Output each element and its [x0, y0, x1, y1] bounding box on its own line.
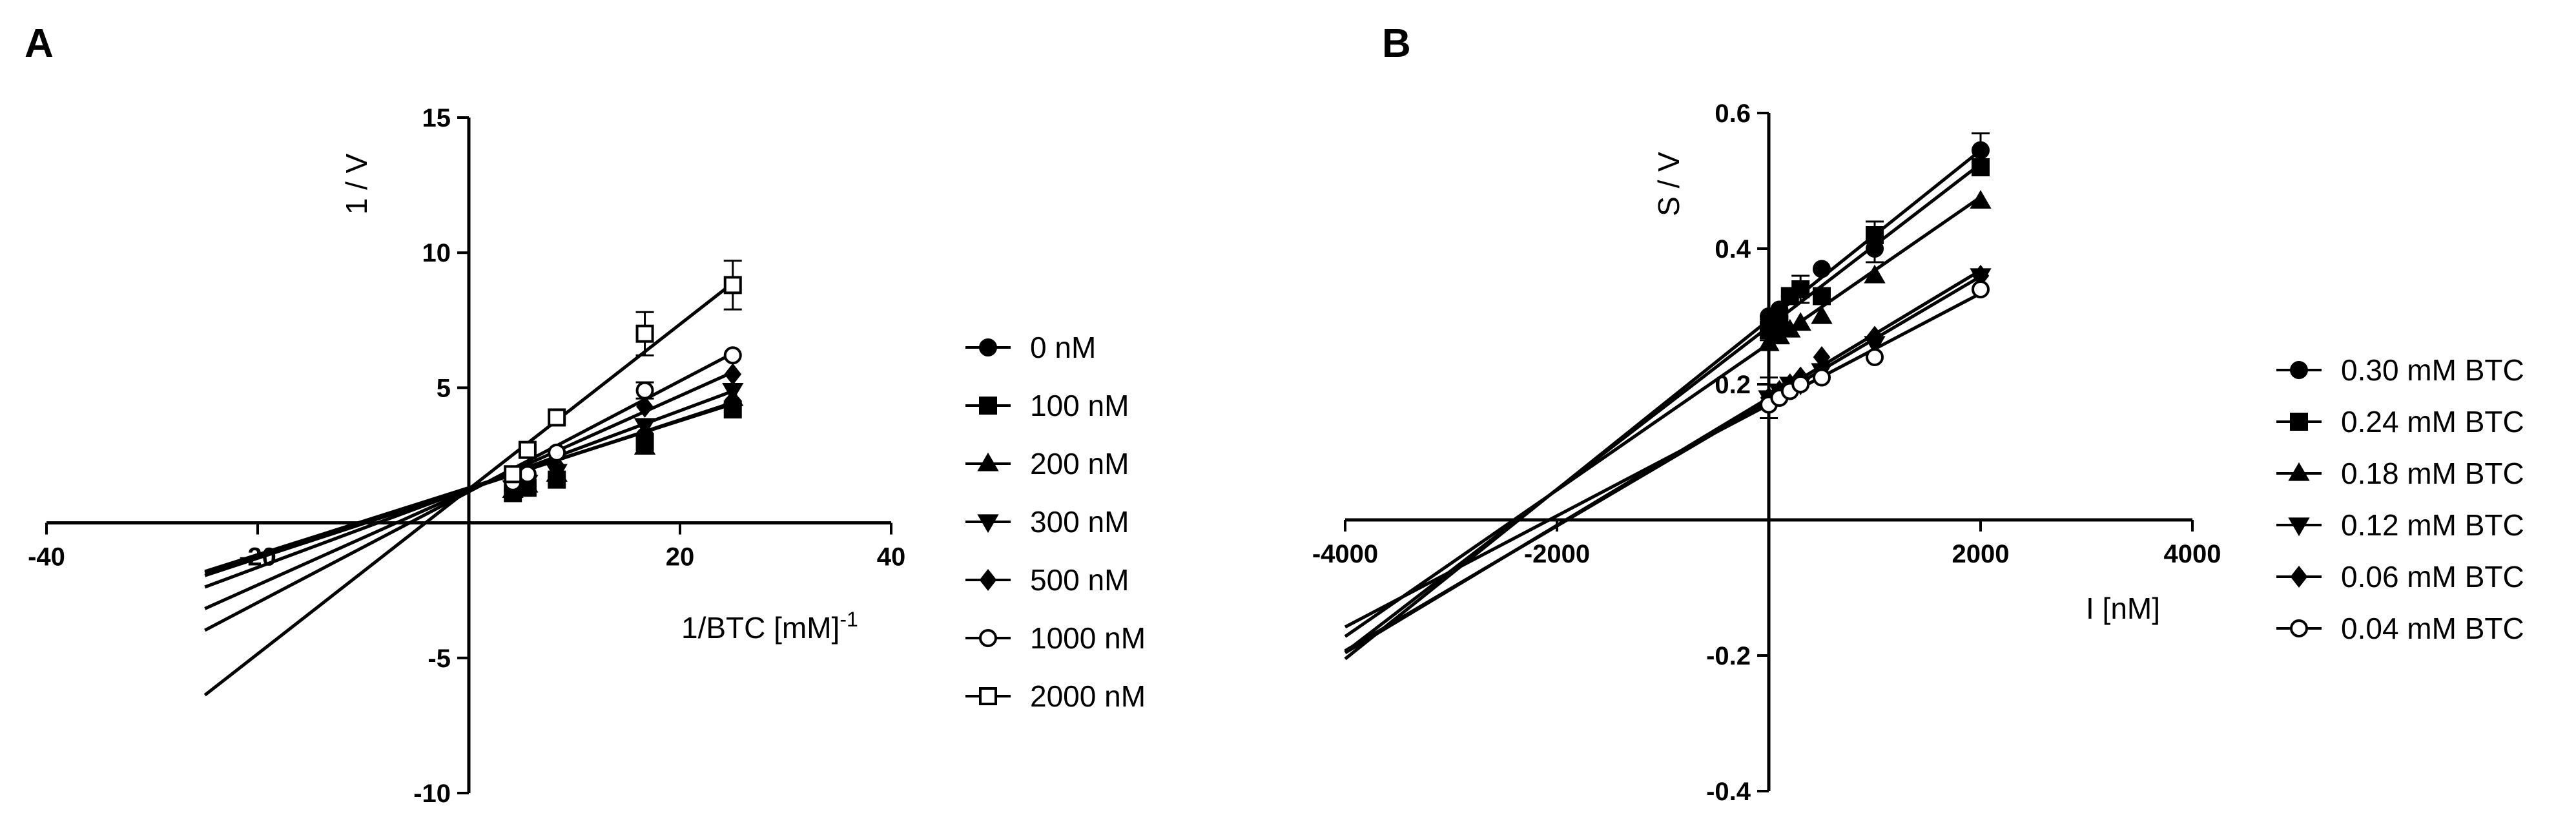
data-point-s5 — [1866, 325, 1884, 348]
legend-label: 200 nM — [1030, 447, 1129, 480]
data-point-s2 — [1972, 158, 1990, 176]
data-point-s7 — [723, 276, 742, 294]
legend-marker — [979, 397, 997, 415]
fit-line-6 — [1344, 292, 1982, 629]
data-point-s5 — [548, 455, 566, 477]
x-tick-label: -2000 — [1524, 540, 1590, 568]
legend-marker — [2290, 565, 2308, 588]
legend-label: 100 nM — [1030, 389, 1129, 422]
data-point-s7 — [548, 408, 566, 427]
data-point-s4 — [634, 418, 656, 437]
data-point-s3 — [1811, 305, 1833, 324]
data-point-s2 — [1813, 287, 1831, 305]
y-tick-label: -0.2 — [1706, 642, 1751, 670]
panel-b-axes: -4000 -2000 2000 4000 -0.4 -0.2 0.2 0.4 0.6 — [1312, 99, 2221, 806]
data-point-s1 — [1972, 141, 1990, 160]
legend-marker — [2290, 413, 2308, 431]
legend-label: 0.18 mM BTC — [2341, 457, 2524, 490]
data-point-s4 — [722, 382, 744, 402]
panel-b: B -4000 -2000 2000 4000 -0.4 -0.2 0.2 0.4 0.6 S … — [1312, 21, 2524, 806]
x-tick-label: -4000 — [1312, 540, 1378, 568]
data-point-s6 — [1813, 368, 1831, 387]
y-tick-label: -5 — [428, 645, 451, 673]
legend-marker — [2290, 619, 2308, 637]
y-tick-label: 0.2 — [1715, 371, 1751, 399]
legend-label: 0.06 mM BTC — [2341, 560, 2524, 594]
data-point-s7 — [518, 440, 537, 459]
panel-a-xlabel-main: 1/BTC [mM] — [681, 611, 840, 645]
x-tick-label: 40 — [877, 543, 906, 572]
y-tick-label: 0.6 — [1715, 99, 1751, 128]
legend-marker — [979, 568, 997, 592]
legend-marker — [2288, 462, 2310, 481]
panel-a-letter: A — [25, 21, 54, 66]
data-point-s2 — [1866, 226, 1884, 244]
legend-marker — [977, 514, 999, 533]
panel-a-legend: 0 nM 100 nM 200 nM 300 nM 500 nM 1000 nM 2000 … — [965, 331, 1146, 713]
data-point-s6 — [1791, 375, 1810, 393]
data-point-s3 — [1970, 190, 1992, 209]
legend-label: 0 nM — [1030, 331, 1096, 364]
legend-label: 0.30 mM BTC — [2341, 353, 2524, 387]
panel-b-xlabel: I [nM] — [2086, 592, 2160, 625]
y-tick-label: -0.4 — [1706, 778, 1751, 806]
panel-a-points — [502, 276, 744, 502]
y-tick-label: 5 — [437, 374, 451, 402]
panel-b-ylabel: S / V — [1652, 152, 1685, 216]
data-point-s7 — [635, 324, 654, 343]
panel-a-xlabel-superscript: -1 — [840, 608, 858, 631]
legend-marker — [979, 629, 997, 647]
panel-b-fit-lines — [1344, 149, 1982, 661]
fit-line-3 — [1344, 196, 1982, 638]
legend-label: 300 nM — [1030, 505, 1129, 539]
legend-label: 500 nM — [1030, 563, 1129, 597]
data-point-s6 — [635, 381, 654, 400]
x-tick-label: 4000 — [2164, 540, 2221, 568]
panel-a-xlabel: 1/BTC [mM]-1 — [681, 608, 858, 645]
data-point-s6 — [723, 346, 742, 365]
panel-a-ylabel: 1 / V — [340, 153, 373, 214]
legend-label: 0.24 mM BTC — [2341, 405, 2524, 439]
y-tick-label: 15 — [422, 104, 451, 132]
y-tick-label: -10 — [413, 780, 451, 808]
fit-line-1 — [1344, 149, 1982, 661]
data-point-s5 — [1813, 346, 1831, 369]
panel-b-legend: 0.30 mM BTC 0.24 mM BTC 0.18 mM BTC 0.12 mM… — [2276, 353, 2524, 645]
legend-marker — [2288, 517, 2310, 537]
data-point-s7 — [504, 465, 522, 484]
fit-line-2 — [1344, 162, 1982, 654]
legend-label: 0.04 mM BTC — [2341, 612, 2524, 645]
data-point-s6 — [1866, 348, 1884, 366]
y-tick-label: 0.4 — [1715, 235, 1751, 263]
data-point-s6 — [548, 443, 566, 462]
panel-b-points — [1758, 141, 1992, 414]
y-tick-label: 10 — [422, 239, 451, 267]
data-point-s5 — [636, 395, 654, 418]
data-point-s1 — [1813, 260, 1831, 278]
legend-marker — [979, 687, 997, 705]
legend-marker — [979, 338, 997, 356]
data-point-s6 — [518, 465, 537, 484]
legend-label: 1000 nM — [1030, 621, 1146, 655]
legend-label: 0.12 mM BTC — [2341, 508, 2524, 542]
data-point-s3 — [1864, 264, 1886, 284]
x-tick-label: 2000 — [1952, 540, 2010, 568]
x-tick-label: 20 — [666, 543, 695, 572]
panel-b-letter: B — [1382, 21, 1411, 66]
fit-line-5 — [1344, 274, 1982, 652]
data-point-s5 — [724, 363, 742, 386]
legend-marker — [2290, 361, 2308, 379]
data-point-s2 — [1791, 280, 1810, 298]
legend-label: 2000 nM — [1030, 679, 1146, 713]
data-point-s3 — [1789, 312, 1811, 331]
legend-marker — [977, 452, 999, 471]
data-point-s3 — [634, 436, 656, 455]
x-tick-label: -40 — [28, 543, 65, 572]
data-point-s6 — [1972, 280, 1990, 298]
